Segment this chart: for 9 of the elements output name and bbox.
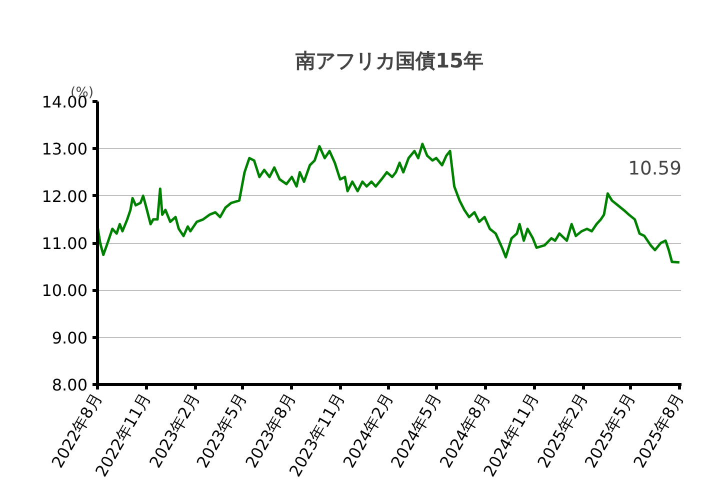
y-tick-label: 13.00 xyxy=(42,140,88,159)
y-tick-label: 10.00 xyxy=(42,281,88,300)
y-tick-label: 9.00 xyxy=(52,328,88,348)
y-tick-label: 8.00 xyxy=(52,376,88,394)
annotation: 10.59 xyxy=(628,158,682,180)
y-tick-label: 12.00 xyxy=(42,186,88,206)
y-tick-label: 11.00 xyxy=(42,234,88,253)
chart-title: 南アフリカ国債15年 xyxy=(294,48,484,72)
line-series xyxy=(98,142,681,264)
